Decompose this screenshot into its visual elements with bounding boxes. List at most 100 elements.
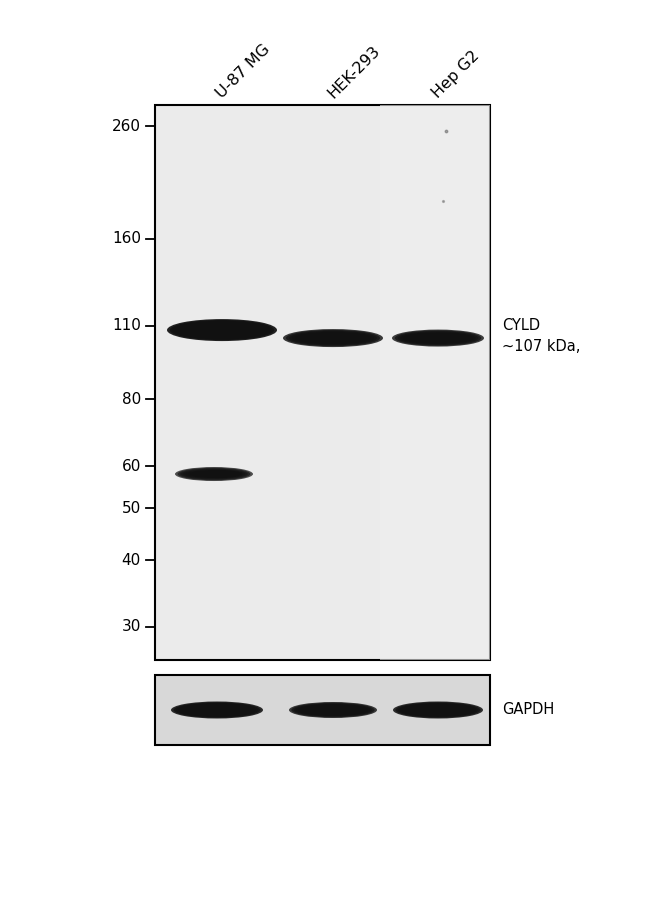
- Ellipse shape: [179, 323, 249, 335]
- Ellipse shape: [196, 329, 232, 330]
- Ellipse shape: [197, 329, 247, 331]
- Ellipse shape: [192, 470, 242, 478]
- Ellipse shape: [194, 328, 235, 330]
- Ellipse shape: [393, 702, 483, 719]
- Ellipse shape: [179, 703, 255, 716]
- Ellipse shape: [190, 471, 237, 476]
- Ellipse shape: [292, 332, 374, 344]
- Ellipse shape: [300, 333, 365, 343]
- Ellipse shape: [295, 333, 371, 343]
- Ellipse shape: [417, 709, 458, 711]
- Ellipse shape: [189, 327, 255, 334]
- Ellipse shape: [413, 708, 463, 713]
- Ellipse shape: [307, 705, 359, 714]
- Text: Hep G2: Hep G2: [430, 48, 482, 101]
- Ellipse shape: [194, 707, 240, 713]
- Ellipse shape: [289, 702, 377, 718]
- Ellipse shape: [188, 707, 246, 713]
- Ellipse shape: [170, 320, 274, 340]
- Ellipse shape: [191, 708, 243, 713]
- Ellipse shape: [176, 703, 258, 717]
- Ellipse shape: [320, 710, 346, 711]
- Ellipse shape: [196, 707, 237, 713]
- Ellipse shape: [194, 470, 239, 478]
- Ellipse shape: [186, 706, 248, 713]
- Ellipse shape: [308, 708, 358, 713]
- Ellipse shape: [395, 703, 480, 718]
- Ellipse shape: [172, 321, 272, 339]
- Ellipse shape: [395, 330, 481, 346]
- Ellipse shape: [203, 709, 230, 711]
- Ellipse shape: [306, 707, 360, 713]
- Ellipse shape: [408, 706, 468, 713]
- Ellipse shape: [415, 709, 461, 712]
- Ellipse shape: [171, 702, 263, 719]
- Ellipse shape: [415, 335, 461, 341]
- Ellipse shape: [183, 470, 245, 479]
- Ellipse shape: [422, 709, 454, 712]
- Ellipse shape: [177, 468, 250, 480]
- Ellipse shape: [197, 471, 237, 477]
- Ellipse shape: [194, 709, 240, 712]
- Text: 260: 260: [112, 119, 141, 134]
- Ellipse shape: [304, 334, 362, 342]
- Text: 110: 110: [112, 318, 141, 333]
- Ellipse shape: [307, 335, 359, 341]
- Ellipse shape: [398, 703, 478, 717]
- Ellipse shape: [421, 708, 456, 712]
- Ellipse shape: [316, 708, 350, 712]
- Ellipse shape: [304, 336, 362, 340]
- Ellipse shape: [415, 707, 460, 713]
- Ellipse shape: [294, 703, 372, 716]
- Bar: [155, 105, 490, 660]
- Ellipse shape: [188, 326, 240, 332]
- Ellipse shape: [175, 467, 253, 481]
- Ellipse shape: [289, 331, 377, 345]
- Ellipse shape: [190, 327, 237, 331]
- Ellipse shape: [309, 706, 357, 713]
- Ellipse shape: [406, 334, 470, 342]
- Ellipse shape: [185, 325, 243, 333]
- Ellipse shape: [301, 335, 365, 341]
- Ellipse shape: [167, 319, 277, 341]
- Ellipse shape: [414, 337, 462, 339]
- Ellipse shape: [177, 322, 252, 336]
- Ellipse shape: [412, 334, 464, 342]
- Ellipse shape: [317, 338, 349, 339]
- Ellipse shape: [405, 705, 471, 714]
- Ellipse shape: [193, 472, 235, 476]
- Ellipse shape: [413, 706, 463, 714]
- Text: GAPDH: GAPDH: [502, 703, 554, 717]
- Ellipse shape: [421, 337, 456, 339]
- Ellipse shape: [392, 329, 484, 347]
- Ellipse shape: [411, 705, 465, 714]
- Ellipse shape: [313, 337, 352, 339]
- Ellipse shape: [410, 707, 466, 713]
- Ellipse shape: [296, 704, 370, 716]
- Ellipse shape: [310, 338, 356, 339]
- Ellipse shape: [283, 329, 383, 347]
- Ellipse shape: [180, 469, 248, 480]
- Ellipse shape: [286, 330, 380, 346]
- Ellipse shape: [185, 470, 242, 478]
- Ellipse shape: [417, 338, 459, 339]
- Ellipse shape: [304, 706, 363, 713]
- Text: HEK-293: HEK-293: [324, 43, 382, 101]
- Ellipse shape: [409, 334, 467, 342]
- Ellipse shape: [400, 332, 476, 344]
- Bar: [155, 675, 490, 745]
- Ellipse shape: [403, 704, 473, 715]
- Ellipse shape: [187, 326, 258, 335]
- Ellipse shape: [298, 334, 368, 342]
- Ellipse shape: [196, 709, 238, 711]
- Ellipse shape: [411, 336, 465, 340]
- Ellipse shape: [192, 328, 252, 333]
- Ellipse shape: [205, 473, 229, 475]
- Ellipse shape: [313, 707, 352, 713]
- Ellipse shape: [398, 331, 478, 345]
- Ellipse shape: [174, 703, 261, 718]
- Text: 80: 80: [122, 392, 141, 407]
- Ellipse shape: [196, 473, 232, 475]
- Ellipse shape: [301, 705, 365, 714]
- Ellipse shape: [192, 706, 242, 714]
